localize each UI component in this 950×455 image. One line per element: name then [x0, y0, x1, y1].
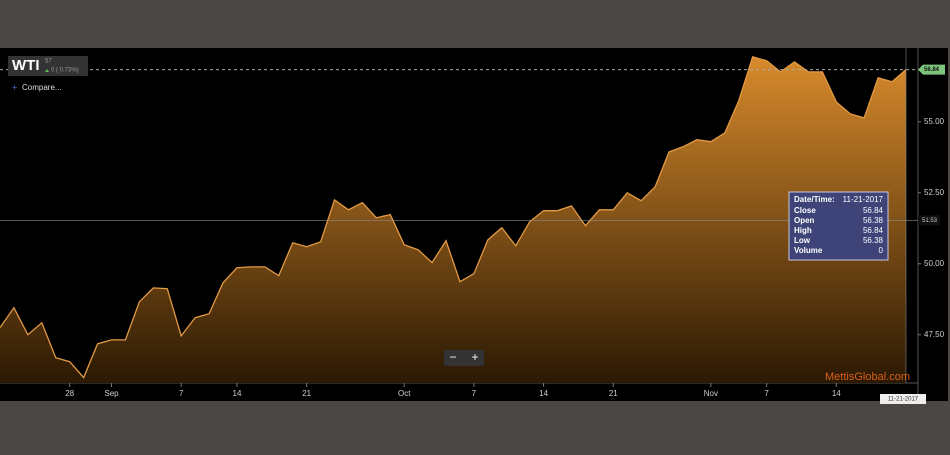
tooltip-key: Volume [794, 246, 823, 255]
x-cursor-box [880, 394, 926, 404]
x-tick-label: 7 [179, 389, 184, 398]
up-arrow [45, 69, 49, 72]
compare[interactable]: Compare... [22, 83, 62, 92]
x-tick-label: 14 [539, 389, 548, 398]
tooltip-value: 56.38 [863, 236, 884, 245]
x-tick-label: 21 [302, 389, 311, 398]
x-tick-label: Nov [704, 389, 718, 398]
line [0, 56, 907, 379]
tooltip-key: High [794, 226, 812, 235]
x-cursor-label: 11-21-2017 [888, 397, 919, 403]
x-tick-label: 14 [233, 389, 242, 398]
x-tick-label: 14 [832, 389, 841, 398]
watermark: MettisGlobal.com [825, 371, 910, 383]
x-tick-label: Oct [398, 389, 411, 398]
y-tick-label: 50.00 [924, 259, 945, 268]
tooltip-value: 56.84 [863, 226, 884, 235]
y-tick-label: 47.50 [924, 330, 945, 339]
y-tick-label: 52.50 [924, 188, 945, 197]
area [0, 56, 906, 384]
tooltip-value: 11-21-2017 [843, 195, 884, 204]
tooltip-value: 56.84 [863, 206, 884, 215]
crosshair-box [918, 215, 940, 226]
x-tick-label: 7 [764, 389, 769, 398]
symbol: WTI [12, 57, 40, 74]
symbol-badge [8, 56, 88, 76]
change: 0 ( 0.73%) [51, 68, 79, 74]
tooltip-key: Low [794, 236, 811, 245]
zoom-bar [444, 350, 484, 366]
x-tick-label: 21 [609, 389, 618, 398]
y-tick-label: 55.00 [924, 117, 945, 126]
x-tick-label: 7 [472, 389, 477, 398]
last-value-label: 56.84 [924, 67, 940, 73]
x-tick-label: 28 [65, 389, 74, 398]
tooltip-key: Date/Time: [794, 195, 835, 204]
tooltip-key: Close [794, 206, 816, 215]
zoom-in[interactable]: + [471, 350, 478, 364]
last-value-box [918, 64, 945, 75]
crosshair-label: 51.53 [922, 218, 938, 224]
tooltip-value: 56.38 [863, 216, 884, 225]
tooltip-key: Open [794, 216, 815, 225]
tooltip [788, 191, 889, 261]
zoom-out[interactable]: − [449, 350, 456, 364]
tooltip-value: 0 [879, 246, 884, 255]
compare-icon: + [12, 82, 17, 92]
x-tick-label: Sep [104, 389, 119, 398]
symbol-sub: 57 [45, 59, 52, 65]
